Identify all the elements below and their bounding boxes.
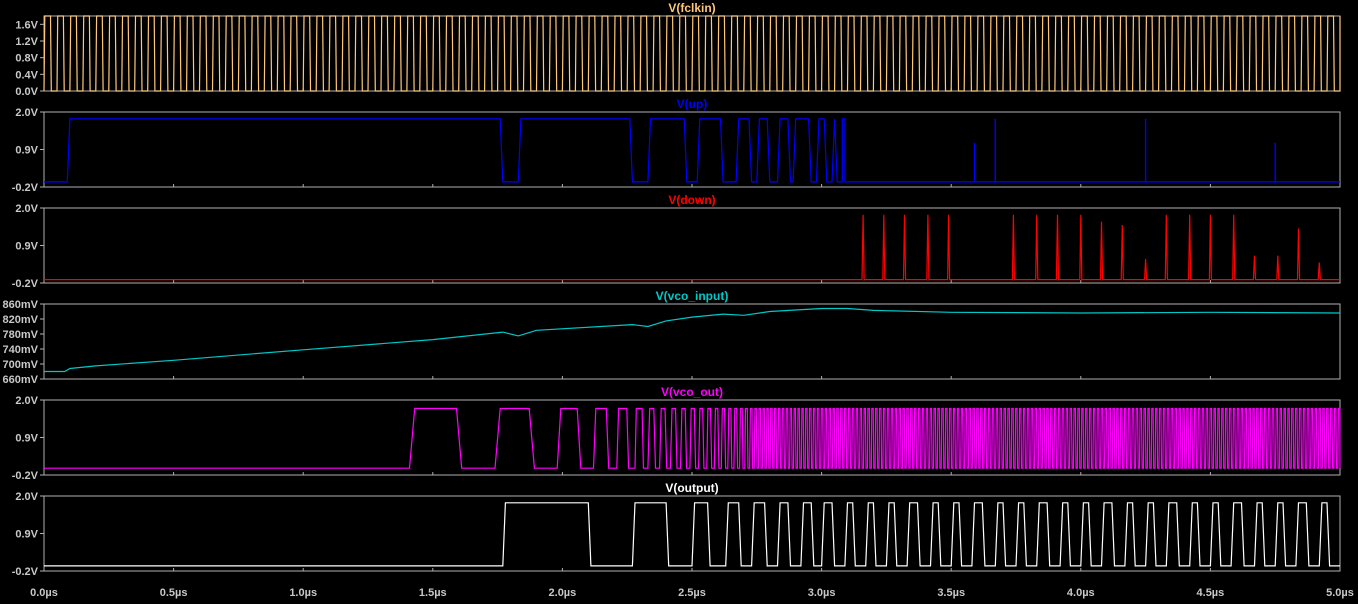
y-tick-label: 0.9V bbox=[15, 145, 38, 157]
y-tick-label: 2.0V bbox=[15, 107, 38, 119]
trace-title[interactable]: V(vco_out) bbox=[661, 385, 723, 399]
trace-line[interactable] bbox=[44, 407, 1341, 469]
pane-1: V(up) -0.2V 0.9V 2.0V bbox=[12, 97, 1341, 194]
y-tick-label: -0.2V bbox=[12, 566, 39, 578]
x-tick-label: 4.5µs bbox=[1197, 587, 1225, 599]
y-tick-label: 860mV bbox=[3, 299, 39, 311]
plot-frame[interactable] bbox=[43, 303, 1341, 380]
y-tick-label: 0.9V bbox=[15, 241, 38, 253]
trace-title[interactable]: V(output) bbox=[665, 481, 718, 495]
x-tick-label: 1.0µs bbox=[289, 587, 317, 599]
trace-line[interactable] bbox=[44, 502, 1340, 567]
y-tick-label: 820mV bbox=[3, 314, 39, 326]
trace-line[interactable] bbox=[44, 118, 1340, 183]
pane-4: V(vco_out) -0.2V 0.9V 2.0V bbox=[12, 385, 1341, 482]
trace-title[interactable]: V(fclkin) bbox=[668, 1, 715, 15]
y-tick-label: 1.6V bbox=[15, 19, 38, 31]
y-tick-label: 740mV bbox=[3, 344, 39, 356]
y-tick-label: 0.4V bbox=[15, 69, 38, 81]
x-tick-label: 5.0µs bbox=[1326, 587, 1354, 599]
x-tick-label: 2.5µs bbox=[678, 587, 706, 599]
y-tick-label: -0.2V bbox=[12, 182, 39, 194]
x-tick-label: 4.0µs bbox=[1067, 587, 1095, 599]
y-tick-label: -0.2V bbox=[12, 470, 39, 482]
x-tick-label: 2.0µs bbox=[549, 587, 577, 599]
y-tick-label: 0.9V bbox=[15, 433, 38, 445]
y-tick-label: -0.2V bbox=[12, 278, 39, 290]
y-tick-label: 0.0V bbox=[15, 86, 38, 98]
x-tick-label: 1.5µs bbox=[419, 587, 447, 599]
x-tick-label: 3.5µs bbox=[937, 587, 965, 599]
y-tick-label: 780mV bbox=[3, 329, 39, 341]
y-tick-label: 2.0V bbox=[15, 395, 38, 407]
plot-frame[interactable] bbox=[43, 207, 1341, 284]
x-tick-label: 0.5µs bbox=[160, 587, 188, 599]
trace-line[interactable] bbox=[44, 214, 1340, 281]
y-tick-label: 700mV bbox=[3, 359, 39, 371]
trace-title[interactable]: V(up) bbox=[677, 97, 708, 111]
trace-line[interactable] bbox=[44, 307, 1341, 373]
y-tick-label: 1.2V bbox=[15, 36, 38, 48]
x-tick-label: 0.0µs bbox=[30, 587, 58, 599]
x-tick-label: 3.0µs bbox=[808, 587, 836, 599]
pane-2: V(down) -0.2V 0.9V 2.0V bbox=[12, 193, 1341, 290]
pane-3: V(vco_input) 660mV 700mV 740mV 780mV 820mV 860… bbox=[3, 289, 1341, 386]
y-tick-label: 2.0V bbox=[15, 203, 38, 215]
pane-5: V(output) -0.2V 0.9V 2.0V bbox=[12, 481, 1341, 578]
trace-line[interactable] bbox=[43, 15, 1341, 92]
y-tick-label: 2.0V bbox=[15, 491, 38, 503]
pane-0: V(fclkin) 0.0V 0.4V 0.8V 1.2V 1.6V bbox=[15, 1, 1341, 98]
y-tick-label: 0.8V bbox=[15, 53, 38, 65]
y-tick-label: 660mV bbox=[3, 374, 39, 386]
trace-title[interactable]: V(vco_input) bbox=[656, 289, 729, 303]
trace-title[interactable]: V(down) bbox=[668, 193, 715, 207]
y-tick-label: 0.9V bbox=[15, 529, 38, 541]
